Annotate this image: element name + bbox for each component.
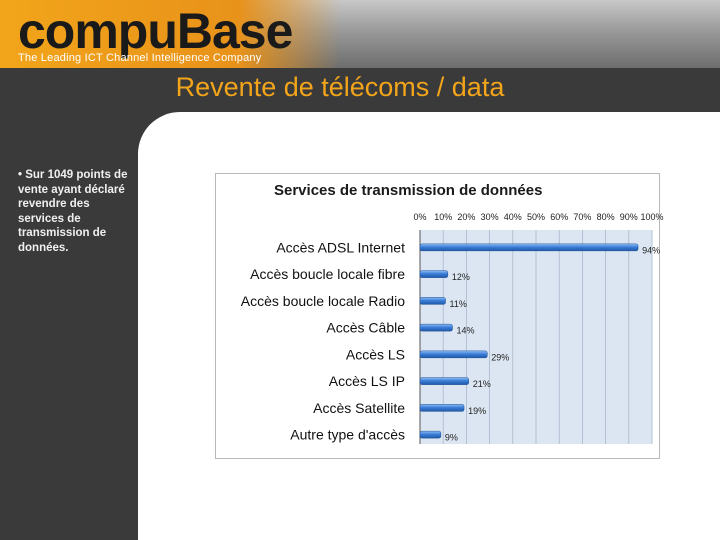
company-tagline: The Leading ICT Channel Intelligence Com… [18,52,262,64]
x-tick-label: 20% [457,212,475,222]
x-tick-label: 10% [434,212,452,222]
category-label: Accès Satellite [313,400,405,416]
x-tick-label: 30% [481,212,499,222]
x-tick-label: 0% [413,212,426,222]
value-label: 14% [456,326,474,336]
x-tick-label: 80% [597,212,615,222]
bar [419,243,639,252]
bullet-text: • Sur 1049 points de vente ayant déclaré… [18,169,128,254]
category-label: Accès Câble [326,320,405,336]
value-label: 29% [491,352,509,362]
value-label: 21% [473,379,491,389]
value-label: 9% [445,433,458,443]
value-label: 94% [642,245,660,255]
x-tick-label: 90% [620,212,638,222]
bar [419,323,453,332]
x-tick-label: 60% [550,212,568,222]
left-panel [0,110,138,540]
bar [419,270,449,278]
value-label: 11% [450,299,467,309]
bar [419,377,469,385]
x-tick-label: 40% [504,212,522,222]
bar [419,430,442,439]
category-label: Accès LS [346,346,405,362]
x-tick-label: 100% [640,212,663,222]
bar [419,297,446,305]
x-tick-label: 70% [573,212,591,222]
category-label: Autre type d'accès [290,427,405,443]
bar [419,404,465,412]
category-label: Accès LS IP [329,373,405,389]
company-logo: compuBase [18,3,293,59]
category-label: Accès ADSL Internet [276,239,405,255]
value-label: 12% [452,272,470,282]
value-label: 19% [468,406,486,416]
category-label: Accès boucle locale fibre [250,266,405,282]
header-banner: compuBase The Leading ICT Channel Intell… [0,0,720,68]
chart-title: Services de transmission de données [274,182,543,199]
x-tick-label: 50% [527,212,545,222]
banner-swoosh [0,0,340,68]
category-label: Accès boucle locale Radio [241,293,405,309]
bar [419,350,488,359]
slide-title: Revente de télécoms / data [175,72,505,102]
